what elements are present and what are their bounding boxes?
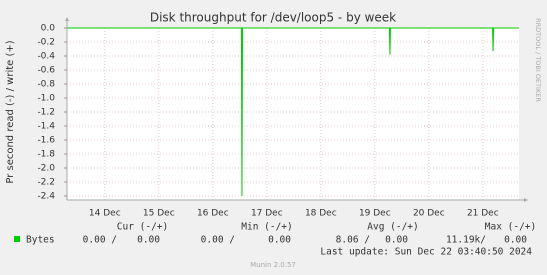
chart-title: Disk throughput for /dev/loop5 - by week bbox=[150, 11, 396, 25]
x-tick-label: 21 Dec bbox=[467, 209, 499, 219]
legend-header: Cur (-/+) bbox=[117, 222, 168, 233]
legend-value: 0.00 / bbox=[201, 235, 235, 246]
legend-value: 0.00 bbox=[137, 235, 160, 246]
x-tick-label: 17 Dec bbox=[251, 209, 283, 219]
y-axis-label: Pr second read (-) / write (+) bbox=[5, 40, 16, 183]
legend-value: 0.00 bbox=[268, 235, 291, 246]
x-tick-label: 18 Dec bbox=[305, 209, 337, 219]
plot-area bbox=[67, 28, 519, 200]
y-tick-label: -1.4 bbox=[37, 122, 55, 132]
y-tick-label: -0.4 bbox=[37, 52, 55, 62]
x-tick-label: 15 Dec bbox=[143, 209, 175, 219]
legend-header: Avg (-/+) bbox=[367, 222, 418, 233]
legend-value: 0.00 bbox=[385, 235, 408, 246]
y-tick-label: -0.2 bbox=[37, 38, 55, 48]
series-line bbox=[67, 27, 519, 197]
legend-header: Max (-/+) bbox=[485, 222, 536, 233]
x-tick-label: 16 Dec bbox=[197, 209, 229, 219]
legend-value: 8.06 / bbox=[336, 235, 370, 246]
legend-value: 0.00 bbox=[504, 235, 527, 246]
x-axis-arrow bbox=[524, 198, 528, 202]
x-tick-label: 19 Dec bbox=[359, 209, 391, 219]
y-tick-label: -2.0 bbox=[37, 164, 55, 174]
legend-swatch bbox=[14, 236, 20, 242]
y-tick-label: -0.8 bbox=[37, 80, 55, 90]
y-tick-label: -0.6 bbox=[37, 66, 55, 76]
legend-value: 11.19k/ bbox=[446, 235, 486, 246]
legend-header: Min (-/+) bbox=[241, 222, 292, 233]
y-axis-arrow bbox=[65, 17, 69, 21]
x-tick-label: 20 Dec bbox=[413, 209, 445, 219]
y-tick-label: -1.0 bbox=[37, 94, 55, 104]
y-tick-label: -2.4 bbox=[37, 192, 55, 202]
x-tick-label: 14 Dec bbox=[89, 209, 121, 219]
last-update: Last update: Sun Dec 22 03:40:50 2024 bbox=[320, 247, 532, 258]
legend-label: Bytes bbox=[26, 235, 55, 246]
y-tick-label: -2.2 bbox=[37, 178, 55, 188]
y-tick-label: 0.0 bbox=[41, 24, 56, 34]
footer: Munin 2.0.57 bbox=[250, 261, 296, 269]
y-tick-label: -1.8 bbox=[37, 150, 55, 160]
legend-value: 0.00 / bbox=[83, 235, 117, 246]
y-tick-label: -1.6 bbox=[37, 136, 55, 146]
y-tick-label: -1.2 bbox=[37, 108, 55, 118]
side-label: RRDTOOL / TOBI OETIKER bbox=[534, 18, 542, 102]
